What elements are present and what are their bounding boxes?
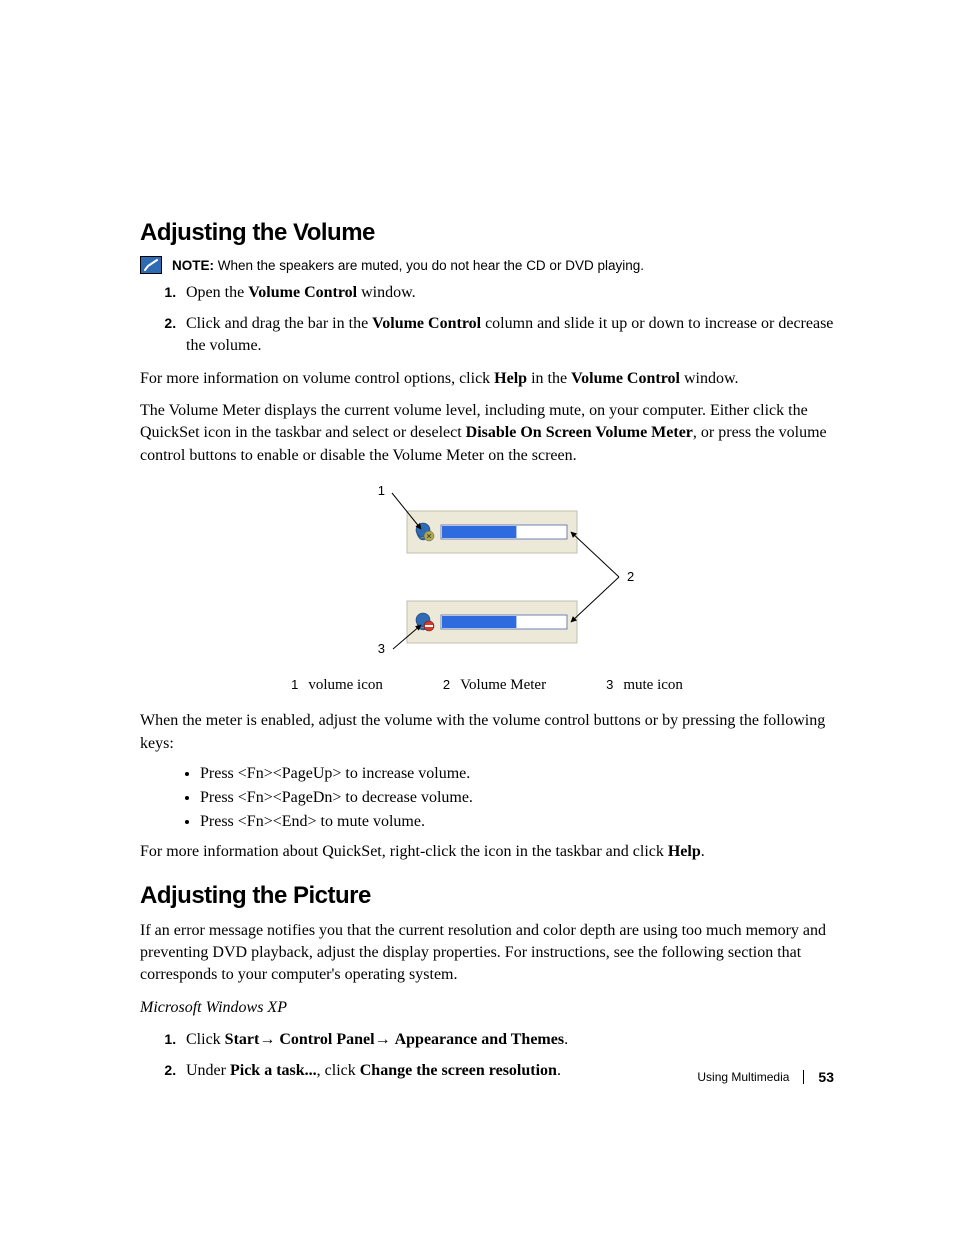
text-bold: Help bbox=[494, 370, 527, 387]
note-icon bbox=[140, 256, 162, 274]
legend-label: Volume Meter bbox=[460, 677, 546, 694]
text-bold: Appearance and Themes bbox=[395, 1031, 565, 1048]
step-1: Open the Volume Control window. bbox=[180, 282, 834, 304]
legend-number: 3 bbox=[606, 677, 613, 692]
volume-steps: Open the Volume Control window. Click an… bbox=[140, 282, 834, 357]
text-bold: Start bbox=[225, 1031, 260, 1048]
text: For more information about QuickSet, rig… bbox=[140, 843, 668, 860]
text-bold: Help bbox=[668, 843, 701, 860]
heading-adjusting-volume: Adjusting the Volume bbox=[140, 220, 834, 246]
bullet: Press <Fn><PageUp> to increase volume. bbox=[200, 765, 834, 783]
paragraph: If an error message notifies you that th… bbox=[140, 920, 834, 987]
page-footer: Using Multimedia 53 bbox=[697, 1069, 834, 1085]
note-label: NOTE: bbox=[172, 258, 214, 273]
diagram-legend: 1 volume icon 2 Volume Meter 3 mute icon bbox=[140, 677, 834, 694]
svg-text:3: 3 bbox=[378, 641, 385, 656]
text-bold: Pick a task... bbox=[230, 1062, 317, 1079]
text-bold: Control Panel bbox=[279, 1031, 374, 1048]
text: . bbox=[701, 843, 705, 860]
text-bold: Volume Control bbox=[248, 284, 357, 301]
text-bold: Disable On Screen Volume Meter bbox=[466, 424, 693, 441]
note-row: NOTE: When the speakers are muted, you d… bbox=[140, 256, 834, 274]
svg-text:2: 2 bbox=[627, 569, 634, 584]
text: window. bbox=[357, 284, 416, 301]
legend-item-2: 2 Volume Meter bbox=[443, 677, 546, 694]
key-shortcuts-list: Press <Fn><PageUp> to increase volume. P… bbox=[140, 765, 834, 831]
legend-number: 1 bbox=[291, 677, 298, 692]
text: , click bbox=[317, 1062, 360, 1079]
paragraph: When the meter is enabled, adjust the vo… bbox=[140, 710, 834, 755]
legend-item-1: 1 volume icon bbox=[291, 677, 383, 694]
bullet: Press <Fn><End> to mute volume. bbox=[200, 813, 834, 831]
text-bold: Volume Control bbox=[372, 315, 481, 332]
paragraph: For more information on volume control o… bbox=[140, 368, 834, 390]
text: For more information on volume control o… bbox=[140, 370, 494, 387]
step-2: Click and drag the bar in the Volume Con… bbox=[180, 313, 834, 358]
footer-separator bbox=[803, 1070, 804, 1084]
legend-item-3: 3 mute icon bbox=[606, 677, 683, 694]
legend-label: volume icon bbox=[308, 677, 383, 694]
text: → bbox=[259, 1031, 279, 1048]
text: Click bbox=[186, 1031, 225, 1048]
svg-text:1: 1 bbox=[378, 483, 385, 498]
subheading-windows-xp: Microsoft Windows XP bbox=[140, 997, 834, 1019]
volume-meter-diagram: 1 2 3 bbox=[140, 481, 834, 671]
legend-label: mute icon bbox=[623, 677, 683, 694]
note-body: When the speakers are muted, you do not … bbox=[214, 258, 644, 273]
paragraph: The Volume Meter displays the current vo… bbox=[140, 400, 834, 467]
footer-page-number: 53 bbox=[818, 1069, 834, 1085]
text-bold: Volume Control bbox=[571, 370, 680, 387]
text: . bbox=[564, 1031, 568, 1048]
page: Adjusting the Volume NOTE: When the spea… bbox=[0, 0, 954, 1235]
text: . bbox=[557, 1062, 561, 1079]
text: window. bbox=[680, 370, 739, 387]
text: Click and drag the bar in the bbox=[186, 315, 372, 332]
text-bold: Change the screen resolution bbox=[360, 1062, 557, 1079]
diagram-svg: 1 2 3 bbox=[337, 481, 637, 671]
text: Under bbox=[186, 1062, 230, 1079]
step-1: Click Start→ Control Panel→ Appearance a… bbox=[180, 1029, 834, 1051]
note-text: NOTE: When the speakers are muted, you d… bbox=[172, 258, 644, 273]
heading-adjusting-picture: Adjusting the Picture bbox=[140, 883, 834, 909]
paragraph: For more information about QuickSet, rig… bbox=[140, 841, 834, 863]
text: Open the bbox=[186, 284, 248, 301]
footer-chapter: Using Multimedia bbox=[697, 1070, 789, 1084]
legend-number: 2 bbox=[443, 677, 450, 692]
text: → bbox=[375, 1031, 395, 1048]
bullet: Press <Fn><PageDn> to decrease volume. bbox=[200, 789, 834, 807]
text: in the bbox=[527, 370, 571, 387]
